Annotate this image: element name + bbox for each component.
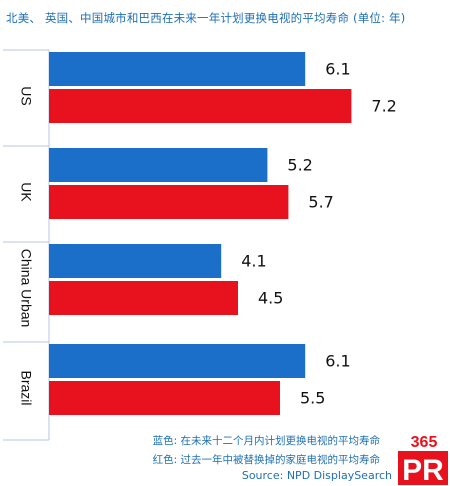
data-label: 5.2 [287, 156, 312, 175]
category-label: UK [18, 182, 34, 202]
bar-red [49, 281, 238, 315]
bar-red [49, 381, 280, 415]
data-label: 5.7 [308, 193, 333, 212]
data-label: 5.5 [300, 389, 325, 408]
data-label: 6.1 [325, 60, 350, 79]
bar-blue [49, 244, 222, 278]
data-label: 4.1 [241, 252, 266, 271]
legend-notes: 蓝色: 在未来十二个月内计划更换电视的平均寿命 红色: 过去一年中被替换掉的家庭… [153, 432, 380, 470]
logo-pr-text: PR [402, 454, 444, 486]
bar-blue [49, 344, 306, 378]
data-label: 6.1 [325, 352, 350, 371]
bar-blue [49, 148, 268, 182]
bar-red [49, 89, 352, 123]
category-label: China Urban [18, 249, 34, 328]
logo-365-text: 365 [411, 434, 438, 451]
legend-blue-note: 蓝色: 在未来十二个月内计划更换电视的平均寿命 [152, 435, 380, 447]
category-label: Brazil [18, 370, 34, 405]
365pr-logo: 365 PR [396, 432, 450, 486]
bars-layer: US 6.1 7.2 UK 5.2 5.7 China Urban 4.1 4.5 Brazil 6… [3, 49, 397, 441]
data-label: 7.2 [371, 97, 396, 116]
chart-title: 北美、 英国、中国城市和巴西在未来一年计划更换电视的平均寿命 (单位: 年) [6, 11, 406, 25]
data-label: 4.5 [258, 289, 283, 308]
legend-red-note: 红色: 过去一年中被替换掉的家庭电视的平均寿命 [152, 454, 380, 466]
bar-blue [49, 52, 306, 86]
category-label: US [18, 86, 34, 105]
bar-red [49, 185, 289, 219]
source-text: Source: NPD DisplaySearch [241, 469, 392, 482]
